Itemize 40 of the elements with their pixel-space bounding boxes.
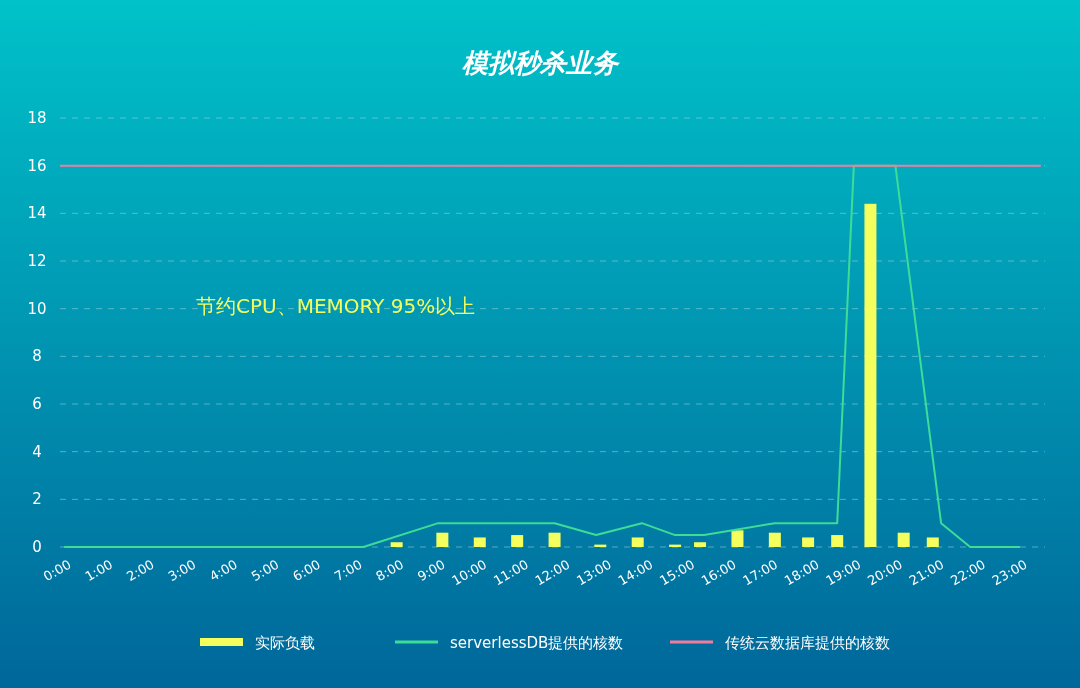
legend-label: 实际负载	[255, 634, 315, 652]
y-tick-label: 16	[27, 156, 47, 175]
bar	[436, 532, 449, 547]
bar	[390, 542, 403, 547]
y-tick-label: 12	[27, 252, 47, 270]
x-tick-label: 8:00	[373, 556, 407, 585]
y-tick-label: 6	[32, 395, 42, 413]
bar	[926, 537, 939, 547]
y-tick-label: 14	[27, 204, 47, 223]
legend-label: serverlessDB提供的核数	[450, 634, 624, 652]
y-tick-label: 4	[32, 442, 42, 461]
bar	[864, 203, 877, 547]
line-series	[63, 164, 1022, 548]
x-tick-label: 6:00	[290, 556, 324, 585]
x-tick-label: 7:00	[331, 556, 365, 585]
x-tick-label: 5:00	[248, 556, 282, 585]
y-tick-label: 0	[32, 538, 42, 556]
bar	[897, 532, 910, 547]
chart-title: 模拟秒杀业务	[461, 48, 621, 78]
y-tick-label: 8	[32, 347, 42, 366]
x-tick-label: 2:00	[123, 556, 157, 585]
x-tick-label: 3:00	[165, 556, 199, 585]
x-tick-label: 4:00	[207, 556, 240, 585]
bar	[548, 532, 561, 547]
bar	[802, 537, 815, 547]
bar	[473, 537, 486, 547]
bar	[511, 535, 524, 547]
legend-label: 传统云数据库提供的核数	[725, 634, 890, 652]
bar	[731, 530, 744, 547]
bar	[694, 542, 707, 547]
bar	[768, 532, 781, 547]
y-tick-label: 10	[27, 299, 47, 318]
y-tick-label: 2	[32, 490, 42, 509]
x-tick-label: 1:00	[82, 556, 116, 585]
y-tick-label: 18	[27, 109, 47, 127]
bar	[631, 537, 644, 547]
bar	[831, 535, 844, 547]
annotation: 节约CPU、MEMORY 95%以上	[196, 294, 476, 318]
x-tick-label: 9:00	[414, 556, 448, 585]
x-tick-label: 0:00	[40, 556, 74, 585]
